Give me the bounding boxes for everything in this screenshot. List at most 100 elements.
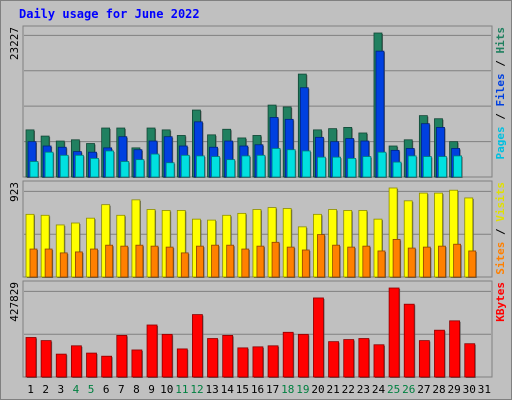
bar-sites [301,249,310,278]
bar-sites [317,234,325,278]
bar-kbytes [207,338,218,378]
bar-sites [286,246,295,278]
bar-sites [407,247,416,278]
bar-pages [301,150,311,178]
side-legend-part: KBytes [494,282,507,322]
bar-sites [226,244,235,278]
bar-sites [196,245,204,278]
bar-kbytes [388,287,400,378]
bar-kbytes [434,329,445,378]
bar-pages [332,156,341,178]
bar-pages [271,148,281,178]
bar-kbytes [418,340,430,378]
bar-kbytes [161,333,173,378]
bar-sites [59,252,68,278]
x-tick-label: 30 [463,383,476,396]
bar-kbytes [313,297,324,378]
bar-kbytes [131,349,143,378]
bar-kbytes [192,314,203,378]
bar-kbytes [403,303,415,378]
x-tick-label: 3 [58,383,65,396]
bar-sites [165,246,174,278]
bar-pages [453,155,463,178]
x-tick-label: 2 [42,383,49,396]
x-tick-label: 23 [357,383,370,396]
x-tick-label: 8 [133,383,140,396]
side-legend-part: Sites [494,242,507,275]
bar-sites [74,251,83,278]
bar-kbytes [176,348,188,378]
bar-kbytes [252,346,264,378]
bar-pages [241,155,251,178]
x-tick-label: 22 [342,383,355,396]
bar-kbytes [237,347,249,378]
side-legend-part: Files [494,73,507,106]
x-tick-label: 20 [311,383,324,396]
bar-sites [347,246,356,278]
bar-kbytes [86,352,97,378]
bar-sites [392,238,401,278]
bar-kbytes [55,353,67,378]
bar-sites [90,248,98,278]
bar-kbytes [282,331,294,378]
bar-pages [120,161,130,178]
x-tick-label: 21 [327,383,340,396]
bar-kbytes [116,334,128,378]
ymax-label-kbytes: 427829 [8,282,21,322]
bar-sites [377,250,386,278]
bar-sites [211,244,219,278]
bar-sites [332,244,340,278]
bar-sites [362,245,371,278]
ymax-label-visits-sites: 923 [8,182,21,202]
side-legend-kbytes: KBytes [494,282,507,322]
x-tick-label: 1 [27,383,34,396]
bar-sites [135,244,144,278]
side-legend-visits-sites: Sites / Visits [494,182,507,275]
x-tick-label: 17 [266,383,279,396]
bar-kbytes [267,345,279,378]
bar-kbytes [328,341,339,378]
bar-pages [347,158,357,178]
chart-title: Daily usage for June 2022 [19,7,200,21]
bar-sites [29,248,38,278]
bar-pages [377,151,387,178]
x-tick-label: 6 [103,383,110,396]
x-tick-label: 25 [387,383,400,396]
x-tick-label: 14 [221,383,235,396]
side-legend-part: / [494,54,507,74]
x-tick-label: 26 [402,383,415,396]
bar-sites [44,248,53,278]
x-tick-label: 9 [148,383,155,396]
bar-sites [180,252,189,278]
side-legend-part: Visits [494,182,507,222]
x-tick-label: 18 [281,383,294,396]
bar-pages [180,154,190,178]
bar-kbytes [449,320,461,378]
bar-pages [422,156,432,178]
bar-pages [286,149,296,178]
side-legend-part: Hits [494,27,507,54]
bar-pages [392,161,402,178]
side-legend-hits-files-pages: Pages / Files / Hits [494,27,507,160]
x-tick-label: 15 [236,383,249,396]
bar-kbytes [373,344,385,378]
bar-pages [256,154,266,178]
bar-pages [105,150,115,178]
x-tick-label: 13 [205,383,218,396]
bar-kbytes [101,355,113,378]
bar-sites [438,245,446,278]
bar-kbytes [343,339,355,378]
bar-pages [407,155,417,178]
bar-kbytes [70,345,82,378]
x-tick-label: 12 [190,383,203,396]
bar-pages [74,154,84,178]
x-tick-label: 28 [432,383,445,396]
bar-pages [90,158,99,178]
bar-sites [150,245,159,278]
side-legend-part: / [494,107,507,127]
bar-pages [150,153,160,178]
bar-kbytes [146,324,158,378]
bar-pages [317,156,326,178]
bar-pages [29,161,39,178]
